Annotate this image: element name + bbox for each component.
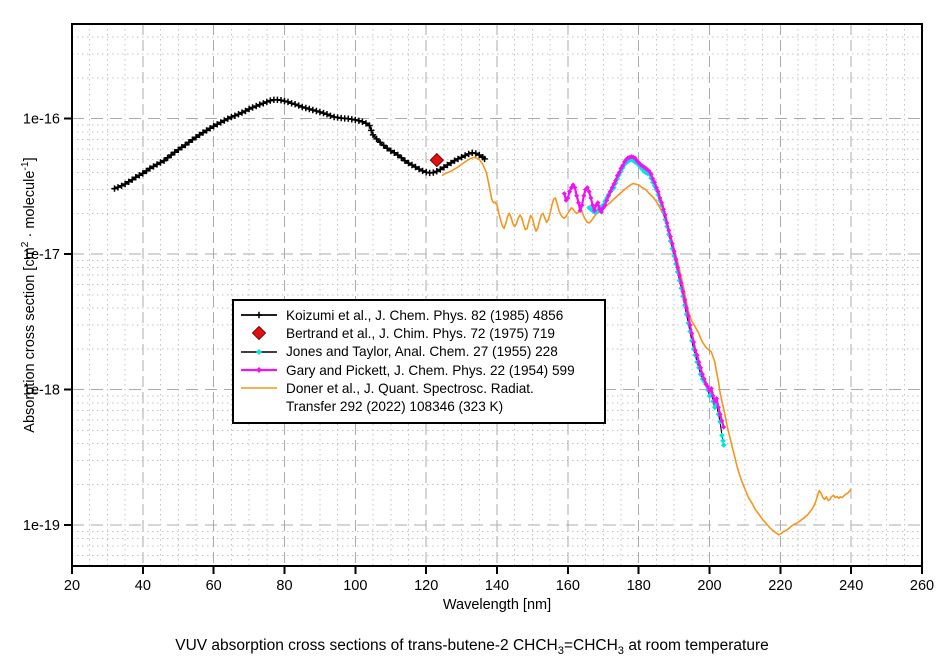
x-axis-title: Wavelength [nm] xyxy=(442,597,552,613)
legend-box: Koizumi et al., J. Chem. Phys. 82 (1985)… xyxy=(232,299,606,424)
x-tick-label: 100 xyxy=(343,578,367,594)
series-bertrand xyxy=(429,152,445,168)
x-tick-label: 120 xyxy=(414,578,438,594)
y-tick-label: 1e-16 xyxy=(23,112,60,128)
x-tick-label: 80 xyxy=(276,578,292,594)
legend-label-doner-line2: Transfer 292 (2022) 108346 (323 K) xyxy=(286,399,504,415)
legend-label-doner-line1: Doner et al., J. Quant. Spectrosc. Radia… xyxy=(286,380,534,396)
x-tick-label: 180 xyxy=(627,578,651,594)
legend-item-jones: Jones and Taylor, Anal. Chem. 27 (1955) … xyxy=(240,343,600,361)
legend-label-koizumi: Koizumi et al., J. Chem. Phys. 82 (1985)… xyxy=(286,307,564,323)
y-tick-label: 1e-18 xyxy=(23,383,60,399)
legend-label-jones: Jones and Taylor, Anal. Chem. 27 (1955) … xyxy=(286,344,558,360)
legend-key-gary-icon xyxy=(240,363,278,377)
chart-caption: VUV absorption cross sections of trans-b… xyxy=(175,637,769,658)
x-tick-label: 240 xyxy=(839,578,863,594)
x-tick-label: 220 xyxy=(768,578,792,594)
x-tick-label: 140 xyxy=(485,578,509,594)
y-axis-title: Absorption cross section [cm2 · molecule… xyxy=(20,157,38,433)
y-tick-label: 1e-17 xyxy=(23,247,60,263)
legend-key-koizumi-icon xyxy=(240,308,278,322)
legend-label-bertrand: Bertrand et al., J. Chim. Phys. 72 (1975… xyxy=(286,325,555,341)
legend-label-gary: Gary and Pickett, J. Chem. Phys. 22 (195… xyxy=(286,362,575,378)
legend-item-koizumi: Koizumi et al., J. Chem. Phys. 82 (1985)… xyxy=(240,306,600,324)
y-tick-label: 1e-19 xyxy=(23,518,60,534)
series-doner xyxy=(441,156,852,536)
legend-item-doner-line2: Transfer 292 (2022) 108346 (323 K) xyxy=(240,397,600,415)
series-koizumi xyxy=(111,96,488,192)
x-tick-label: 40 xyxy=(135,578,151,594)
x-tick-label: 60 xyxy=(206,578,222,594)
legend-key-doner-icon xyxy=(240,381,278,395)
x-tick-label: 260 xyxy=(910,578,934,594)
legend-key-jones-icon xyxy=(240,345,278,359)
series-gary xyxy=(561,154,727,430)
x-tick-label: 20 xyxy=(64,578,80,594)
legend-item-bertrand: Bertrand et al., J. Chim. Phys. 72 (1975… xyxy=(240,324,600,342)
legend-item-gary: Gary and Pickett, J. Chem. Phys. 22 (195… xyxy=(240,361,600,379)
legend-item-doner: Doner et al., J. Quant. Spectrosc. Radia… xyxy=(240,379,600,397)
legend-key-bertrand-icon xyxy=(240,326,278,341)
x-tick-label: 160 xyxy=(556,578,580,594)
x-tick-label: 200 xyxy=(697,578,721,594)
